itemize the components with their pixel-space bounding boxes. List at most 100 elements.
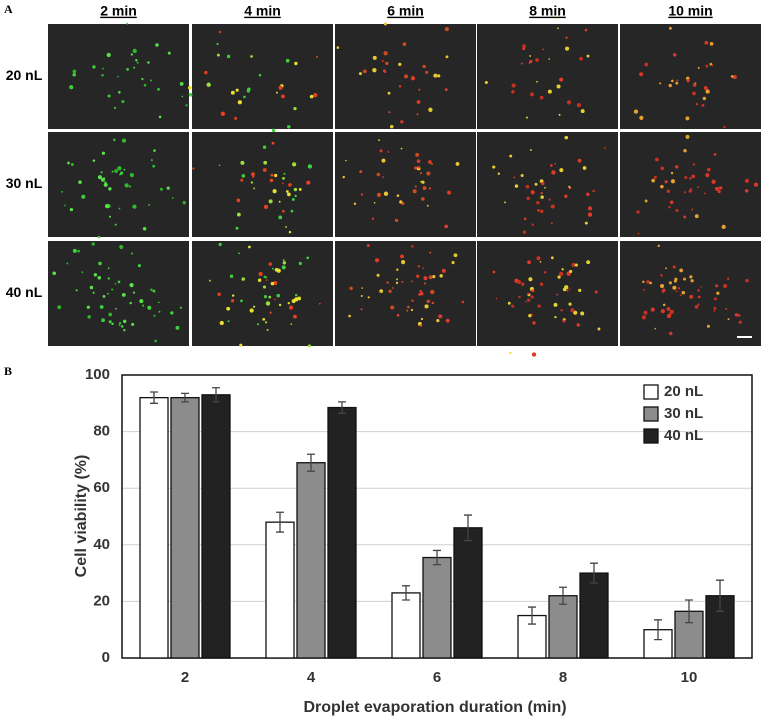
cell-dot (309, 94, 314, 99)
cell-dot (550, 256, 554, 260)
bar (422, 556, 452, 659)
cell-dot (550, 204, 555, 209)
cell-dot (679, 268, 684, 273)
cell-dot (419, 324, 423, 327)
cell-dot (237, 100, 242, 105)
cell-dot (507, 301, 511, 305)
cell-dot (553, 302, 558, 307)
cell-dot (539, 261, 542, 263)
cell-dot (432, 275, 436, 279)
y-tick-label: 40 (93, 536, 110, 553)
cell-dot (263, 160, 268, 165)
cell-dot (681, 290, 686, 295)
x-tick-label: 2 (181, 669, 189, 686)
cell-dot (564, 194, 568, 198)
cell-dot (455, 162, 460, 166)
cell-dot (543, 270, 547, 274)
cell-dot (559, 271, 564, 277)
cell-dot (451, 261, 455, 265)
y-tick-label: 0 (102, 649, 110, 666)
cell-dot (672, 53, 677, 57)
cell-dot (703, 192, 706, 195)
cell-dot (291, 299, 296, 304)
cell-dot (75, 289, 78, 292)
micrograph (48, 241, 189, 346)
cell-dot (529, 55, 532, 57)
cell-dot (649, 281, 652, 285)
cell-dot (668, 205, 671, 209)
cell-dot (155, 43, 159, 47)
y-tick-label: 80 (93, 423, 110, 440)
cell-dot (531, 352, 537, 357)
cell-dot (294, 194, 297, 198)
cell-dot (271, 267, 274, 270)
cell-dot (566, 100, 572, 105)
cell-dot (276, 293, 281, 298)
cell-dot (396, 278, 399, 281)
cell-dot (252, 305, 256, 308)
cell-dot (713, 310, 716, 312)
cell-dot (158, 310, 161, 313)
cell-dot (697, 303, 700, 306)
cell-dot (426, 299, 430, 304)
bar (391, 592, 421, 659)
cell-dot (166, 186, 170, 190)
cell-dot (103, 182, 108, 187)
cell-dot (416, 159, 421, 163)
cell-dot (414, 166, 418, 170)
cell-dot (535, 58, 539, 62)
cell-dot (268, 295, 272, 299)
bar (643, 629, 673, 659)
cell-dot (660, 309, 665, 314)
cell-dot (497, 172, 501, 175)
cell-dot (716, 291, 720, 295)
cell-dot (672, 285, 677, 290)
cell-dot (269, 178, 274, 183)
cell-dot (438, 314, 443, 319)
cell-dot (102, 294, 106, 298)
cell-dot (669, 331, 673, 336)
cell-dot (136, 61, 139, 64)
cell-dot (150, 159, 153, 161)
cell-dot (642, 280, 645, 284)
cell-dot (568, 288, 571, 290)
cell-dot (400, 120, 404, 124)
error-bar (559, 586, 567, 605)
cell-dot (394, 218, 399, 223)
cell-dot (107, 94, 111, 98)
cell-dot (175, 325, 180, 330)
cell-dot (114, 169, 118, 173)
cell-dot (576, 103, 581, 108)
x-tick-label: 4 (307, 669, 316, 686)
cell-dot (97, 175, 102, 180)
cell-dot (92, 291, 95, 294)
cell-dot (671, 79, 674, 83)
error-bar (307, 453, 315, 472)
cell-dot (672, 265, 676, 269)
cell-dot (101, 318, 105, 323)
cell-dot (361, 287, 364, 289)
panel-label: B (4, 364, 12, 378)
cell-dot (281, 94, 285, 99)
cell-dot (236, 198, 241, 203)
cell-dot (81, 194, 86, 199)
cell-dot (422, 186, 427, 191)
cell-dot (654, 157, 659, 162)
cell-dot (511, 83, 516, 88)
cell-dot (582, 166, 587, 170)
cell-dot (188, 92, 193, 97)
cell-dot (415, 152, 420, 157)
cell-dot (363, 69, 367, 74)
cell-dot (167, 51, 171, 55)
cell-dot (265, 276, 268, 279)
cell-dot (504, 201, 506, 204)
cell-dot (539, 209, 544, 214)
bar (453, 527, 483, 659)
cell-dot (306, 180, 311, 185)
cell-dot (126, 22, 129, 25)
cell-dot (578, 288, 582, 293)
bar (579, 572, 609, 659)
cell-dot (383, 22, 387, 26)
cell-dot (360, 193, 364, 196)
cell-dot (253, 187, 256, 190)
